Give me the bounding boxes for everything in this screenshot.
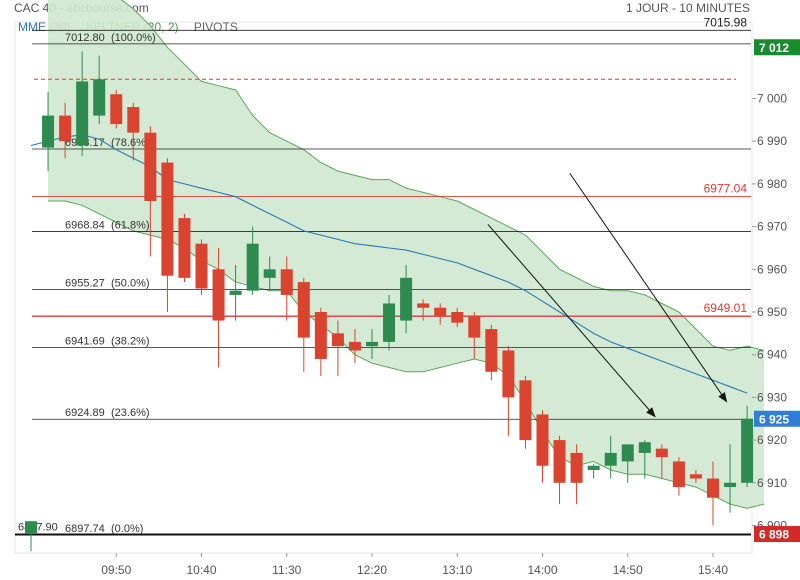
candle-body xyxy=(741,418,754,483)
candle-body xyxy=(724,482,737,488)
candle-body xyxy=(604,452,617,466)
level-label: 6949.01 xyxy=(704,301,748,315)
candle-body xyxy=(59,115,72,142)
y-tick-label: 6 950 xyxy=(757,305,787,319)
candle-body xyxy=(587,465,600,470)
fib-value-label: 6924.89 xyxy=(65,407,105,419)
candle-body xyxy=(366,341,378,347)
candle-body xyxy=(502,350,515,398)
candle-body xyxy=(178,218,191,278)
candle-body xyxy=(263,269,276,278)
candle-body xyxy=(331,333,344,347)
trend-arrow xyxy=(569,172,728,403)
candle-body xyxy=(485,329,498,372)
candle-body xyxy=(655,448,668,458)
x-tick-label: 13:10 xyxy=(442,563,472,577)
candle-body xyxy=(76,81,89,146)
price-badge xyxy=(754,526,800,543)
fib-value-label: 6941.69 xyxy=(65,335,105,347)
candle-body xyxy=(246,243,259,291)
fib-percent-label: (50.0%) xyxy=(111,277,150,289)
fib-percent-label: (61.8%) xyxy=(111,220,150,232)
fib-percent-label: (23.6%) xyxy=(111,407,150,419)
x-tick-label: 14:50 xyxy=(613,563,643,577)
candle-body xyxy=(570,452,583,483)
price-badge xyxy=(754,39,800,56)
fib-percent-label: (100.0%) xyxy=(111,32,156,44)
candle-body xyxy=(93,79,106,116)
candle-body xyxy=(536,414,549,466)
fib-percent-label: (0.0%) xyxy=(111,523,143,535)
plot-frame xyxy=(14,21,753,554)
x-tick-label: 15:40 xyxy=(698,563,728,577)
fib-value-label: 7012.80 xyxy=(65,32,105,44)
y-tick-label: 6 940 xyxy=(757,348,787,362)
fib-percent-label: (78.6%) xyxy=(111,137,150,149)
y-tick-label: 6 930 xyxy=(757,390,787,404)
candle-body xyxy=(144,132,157,201)
x-tick-label: 10:40 xyxy=(186,563,216,577)
y-tick-label: 6 990 xyxy=(757,134,787,148)
candle-body xyxy=(348,341,361,351)
candle-body xyxy=(212,269,225,321)
level-label: 6977.04 xyxy=(704,182,748,196)
y-tick-label: 6 980 xyxy=(757,177,787,191)
candle-body xyxy=(161,162,174,276)
candle-body xyxy=(383,303,396,342)
level-label: 7015.98 xyxy=(704,15,748,29)
candle-body xyxy=(195,243,208,289)
trend-arrow xyxy=(487,224,656,418)
keltner-band-fill xyxy=(48,0,765,509)
candle-body xyxy=(519,380,532,441)
chart-period[interactable]: 1 JOUR - 10 MINUTES xyxy=(625,1,750,15)
candle-body xyxy=(451,312,464,323)
y-tick-label: 7 000 xyxy=(757,92,787,106)
candle-body xyxy=(297,282,310,338)
keltner-upper-line xyxy=(120,0,765,351)
fib-value-label: 6968.84 xyxy=(65,220,105,232)
price-badge-label: 6 925 xyxy=(759,412,789,426)
candle-body xyxy=(468,316,481,338)
price-badge-label: 6 898 xyxy=(759,528,789,542)
candle-body xyxy=(314,312,327,359)
candle-body xyxy=(553,440,566,483)
candle-body xyxy=(400,277,413,321)
candle-body xyxy=(127,107,140,133)
candle-body xyxy=(672,461,685,488)
price-badge xyxy=(754,410,800,427)
candle-body xyxy=(417,303,430,308)
low-level-label: 6897.90 xyxy=(18,521,58,533)
fib-value-label: 6955.27 xyxy=(65,277,105,289)
y-tick-label: 6 970 xyxy=(757,220,787,234)
y-tick-label: 6 910 xyxy=(757,476,787,490)
y-tick-label: 6 920 xyxy=(757,433,787,447)
x-tick-label: 12:20 xyxy=(357,563,387,577)
candle-body xyxy=(707,478,719,498)
candle-body xyxy=(434,307,447,317)
x-tick-label: 14:00 xyxy=(527,563,557,577)
x-tick-label: 09:50 xyxy=(101,563,131,577)
candle-body xyxy=(280,269,293,295)
candle-body xyxy=(110,94,123,125)
candle-body xyxy=(621,444,634,462)
candle-body xyxy=(689,474,702,479)
candle-body xyxy=(229,290,242,295)
fib-value-label: 6897.74 xyxy=(65,523,105,535)
candle-body xyxy=(638,442,651,453)
y-tick-label: 6 960 xyxy=(757,262,787,276)
fib-percent-label: (38.2%) xyxy=(111,335,150,347)
candle-body xyxy=(42,115,55,148)
x-tick-label: 11:30 xyxy=(272,563,301,577)
price-badge-label: 7 012 xyxy=(759,41,789,55)
candle-body xyxy=(25,521,37,534)
